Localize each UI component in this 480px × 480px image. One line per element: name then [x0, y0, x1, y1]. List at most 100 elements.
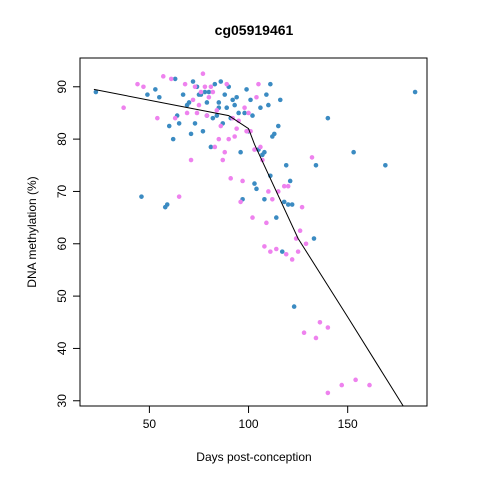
data-point: [166, 123, 172, 129]
data-point: [299, 204, 305, 210]
data-point: [226, 136, 232, 142]
data-point: [190, 79, 196, 84]
data-point: [145, 92, 150, 97]
y-axis: 30 40 50 60 70 80 90: [55, 80, 80, 408]
y-tick-label: 30: [55, 394, 69, 408]
data-point: [141, 84, 146, 90]
data-point: [139, 194, 144, 199]
data-point: [204, 113, 210, 118]
data-point: [277, 97, 283, 103]
data-point: [285, 202, 291, 207]
data-point: [160, 74, 166, 79]
y-tick-label: 70: [55, 184, 69, 198]
y-tick-label: 60: [55, 237, 69, 251]
data-point: [262, 244, 267, 249]
data-point: [222, 92, 228, 97]
data-point: [268, 81, 273, 87]
data-point: [351, 149, 356, 155]
data-point: [172, 76, 178, 82]
data-point: [264, 220, 269, 226]
y-tick-label: 40: [55, 341, 69, 355]
data-point: [218, 123, 224, 129]
data-point: [230, 97, 235, 103]
data-point: [254, 94, 259, 100]
data-point: [176, 194, 182, 199]
data-point: [383, 162, 388, 168]
data-point: [275, 123, 281, 129]
x-tick-label: 150: [338, 417, 358, 431]
data-point: [325, 325, 331, 330]
data-point: [244, 128, 249, 134]
y-tick-label: 90: [55, 80, 69, 94]
data-point: [212, 81, 218, 87]
data-point: [301, 330, 307, 336]
data-point: [155, 115, 160, 121]
x-tick-label: 100: [239, 417, 259, 431]
fit-line: [93, 88, 404, 407]
data-point: [367, 382, 372, 388]
data-point: [285, 183, 291, 189]
data-point: [254, 186, 259, 192]
data-point: [196, 102, 202, 108]
data-point: [264, 92, 269, 97]
data-point: [291, 304, 297, 309]
data-point: [281, 199, 287, 205]
data-point: [339, 382, 345, 388]
data-point: [218, 79, 224, 84]
data-point: [289, 257, 295, 262]
data-point: [186, 100, 192, 105]
data-point: [222, 149, 228, 155]
data-point: [262, 149, 267, 155]
data-point: [208, 144, 214, 150]
data-point: [192, 84, 198, 90]
data-point: [303, 241, 309, 247]
data-point: [212, 144, 218, 150]
data-point: [297, 228, 303, 233]
data-point: [168, 76, 174, 82]
data-point: [214, 113, 220, 118]
data-point: [202, 89, 208, 95]
data-point: [270, 196, 275, 202]
data-point: [242, 105, 247, 111]
data-point: [240, 178, 245, 184]
data-point: [244, 87, 249, 92]
data-point: [216, 136, 222, 142]
data-point: [190, 97, 196, 103]
data-point: [238, 149, 243, 155]
data-point: [232, 102, 237, 108]
data-point: [274, 215, 279, 220]
data-point: [210, 115, 216, 121]
data-point: [274, 246, 279, 252]
data-point: [256, 81, 261, 87]
data-point: [262, 196, 267, 202]
data-point: [325, 390, 331, 396]
data-point: [283, 162, 289, 168]
data-point: [210, 89, 216, 95]
data-point: [313, 162, 319, 168]
data-point: [242, 110, 247, 116]
data-point: [248, 97, 253, 103]
data-point: [202, 84, 208, 90]
data-point: [266, 189, 271, 194]
data-point: [220, 157, 226, 163]
data-point: [279, 249, 285, 254]
data-point: [157, 94, 162, 100]
data-point: [258, 144, 263, 150]
y-tick-label: 80: [55, 132, 69, 146]
chart-title: cg05919461: [215, 22, 294, 38]
data-point: [252, 181, 257, 186]
data-point: [250, 113, 255, 118]
x-axis-label: Days post-conception: [196, 450, 311, 464]
data-point: [295, 249, 301, 254]
data-point: [121, 105, 126, 111]
data-point: [287, 178, 293, 184]
data-point: [234, 94, 239, 100]
data-point: [224, 81, 230, 87]
data-point: [216, 100, 222, 105]
data-point: [252, 147, 257, 152]
data-point: [180, 92, 186, 97]
data-point: [268, 249, 273, 254]
data-point: [206, 94, 212, 100]
data-point: [289, 202, 295, 207]
